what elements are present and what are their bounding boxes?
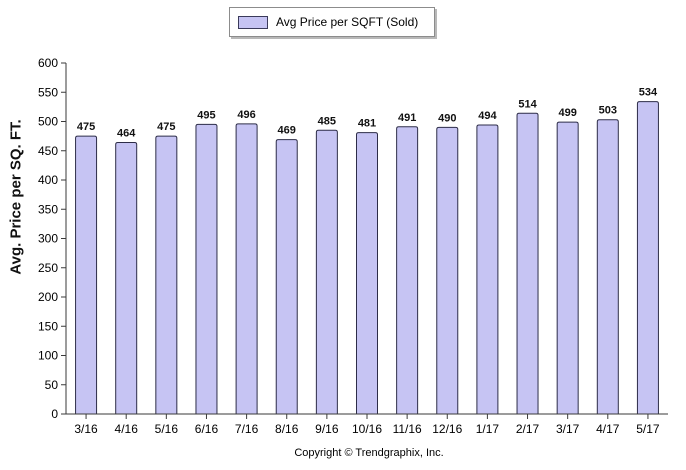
bar-value-label: 503 xyxy=(599,105,617,117)
y-tick-label: 350 xyxy=(38,202,58,216)
y-tick-label: 600 xyxy=(38,56,58,70)
copyright-footer: Copyright © Trendgraphix, Inc. xyxy=(294,447,444,459)
bar-value-label: 495 xyxy=(197,109,215,121)
bar xyxy=(516,112,539,415)
y-tick-label: 100 xyxy=(38,349,58,363)
x-tick-label: 2/17 xyxy=(516,422,540,436)
bar-value-label: 494 xyxy=(478,110,497,122)
bar-value-label: 534 xyxy=(639,87,658,99)
x-tick-label: 5/17 xyxy=(636,422,660,436)
y-tick-label: 400 xyxy=(38,173,58,187)
bar xyxy=(195,123,218,415)
bar-value-label: 496 xyxy=(237,109,255,121)
x-tick-label: 4/16 xyxy=(115,422,139,436)
bar xyxy=(315,129,338,415)
bar xyxy=(115,142,138,415)
bar xyxy=(436,126,459,415)
bar-value-label: 514 xyxy=(518,98,537,110)
bar xyxy=(275,139,298,415)
bar xyxy=(356,132,378,415)
bar xyxy=(75,135,98,415)
legend: Avg Price per SQFT (Sold) xyxy=(229,7,435,37)
y-tick-label: 200 xyxy=(38,290,58,304)
bar xyxy=(396,126,419,415)
y-tick-label: 250 xyxy=(38,261,58,275)
bar-value-label: 481 xyxy=(358,118,376,130)
x-tick-label: 12/16 xyxy=(432,422,462,436)
bar xyxy=(596,119,619,415)
y-tick-label: 500 xyxy=(38,115,58,129)
x-tick-label: 10/16 xyxy=(352,422,382,436)
x-tick-label: 7/16 xyxy=(235,422,259,436)
bar-value-label: 490 xyxy=(438,112,456,124)
y-axis-label: Avg. Price per SQ. FT. xyxy=(7,119,25,275)
bar xyxy=(636,101,659,415)
x-tick-label: 5/16 xyxy=(155,422,179,436)
x-tick-label: 11/16 xyxy=(393,422,422,436)
y-tick-label: 150 xyxy=(38,319,58,333)
x-tick-label: 3/16 xyxy=(74,422,98,436)
bar xyxy=(235,123,258,415)
bar-value-label: 499 xyxy=(558,107,576,119)
x-tick-label: 1/17 xyxy=(476,422,500,436)
x-tick-label: 9/16 xyxy=(315,422,339,436)
bar-value-label: 491 xyxy=(398,112,416,124)
bar-value-label: 464 xyxy=(117,128,136,140)
bar-value-label: 475 xyxy=(77,121,95,133)
y-tick-label: 450 xyxy=(38,144,58,158)
bar xyxy=(155,135,178,415)
legend-swatch xyxy=(238,16,268,29)
bar xyxy=(476,124,499,415)
y-tick-label: 0 xyxy=(51,407,58,421)
x-tick-label: 6/16 xyxy=(195,422,219,436)
legend-label: Avg Price per SQFT (Sold) xyxy=(276,15,419,29)
y-tick-label: 300 xyxy=(38,232,58,246)
bar-value-label: 469 xyxy=(278,125,296,137)
x-tick-label: 3/17 xyxy=(556,422,580,436)
bar-value-label: 485 xyxy=(318,115,336,127)
bar-value-label: 475 xyxy=(157,121,175,133)
x-tick-label: 4/17 xyxy=(596,422,620,436)
bar xyxy=(556,121,579,415)
x-tick-label: 8/16 xyxy=(275,422,299,436)
y-tick-label: 550 xyxy=(38,85,58,99)
y-tick-label: 50 xyxy=(45,378,59,392)
